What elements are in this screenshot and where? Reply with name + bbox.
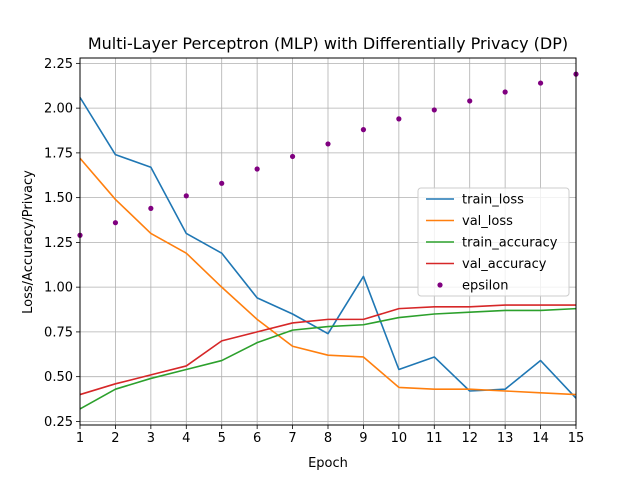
legend: train_loss val_loss train_accuracy val_accu… <box>417 187 570 297</box>
epsilon-point <box>289 153 296 160</box>
epsilon-point <box>183 193 189 199</box>
train-accuracy-line <box>79 307 577 410</box>
x-tick-label: 5 <box>218 431 226 446</box>
legend-label-val-loss: val_loss <box>462 214 513 229</box>
epsilon-point <box>537 80 544 86</box>
y-tick-label: 0.25 <box>44 415 73 430</box>
x-tick-label: 11 <box>426 431 443 446</box>
y-tick-label: 1.50 <box>44 191 73 206</box>
epsilon-point <box>148 205 154 211</box>
val-accuracy-line <box>79 304 576 396</box>
x-tick-label: 12 <box>461 431 478 446</box>
y-tick-label: 1.25 <box>44 236 73 251</box>
x-tick-label: 9 <box>359 431 367 446</box>
legend-label-train-accuracy: train_accuracy <box>462 236 558 251</box>
legend-label-val-accuracy: val_accuracy <box>462 257 547 272</box>
epsilon-point <box>112 220 119 226</box>
x-tick-label: 4 <box>182 431 190 446</box>
x-tick-label: 7 <box>288 431 296 446</box>
y-tick-label: 2.00 <box>44 102 73 117</box>
x-tick-label: 13 <box>497 431 514 446</box>
x-tick-label: 3 <box>147 431 155 446</box>
epsilon-point <box>254 166 260 172</box>
epsilon-point <box>219 180 225 186</box>
chart-title: Multi-Layer Perceptron (MLP) with Differ… <box>88 34 568 53</box>
epsilon-point <box>325 141 331 147</box>
epsilon-point <box>396 116 402 122</box>
x-tick-label: 14 <box>532 431 549 446</box>
y-tick-label: 1.00 <box>44 281 73 296</box>
y-tick-label: 2.25 <box>44 57 73 72</box>
legend-label-train-loss: train_loss <box>462 193 524 208</box>
y-axis-label: Loss/Accuracy/Privacy <box>21 170 36 314</box>
epsilon-point <box>467 98 473 104</box>
x-tick-label: 1 <box>76 431 84 446</box>
legend-box <box>417 187 570 297</box>
y-tick-label: 1.75 <box>44 146 73 161</box>
val-loss-line <box>79 157 577 396</box>
legend-marker-epsilon <box>437 282 443 288</box>
x-tick-label: 6 <box>253 431 261 446</box>
epsilon-point <box>502 89 508 95</box>
epsilon-point <box>360 127 367 133</box>
x-axis-label: Epoch <box>308 456 348 471</box>
x-tick-label: 10 <box>391 431 408 446</box>
plot-series <box>77 71 579 410</box>
x-tick-label: 15 <box>568 431 585 446</box>
axes: 1 2 3 4 5 6 7 8 9 10 11 12 13 14 150.250.500.751.001.2… <box>44 57 584 446</box>
x-tick-label: 2 <box>111 431 119 446</box>
legend-label-epsilon: epsilon <box>462 279 508 294</box>
x-tick-label: 8 <box>324 431 332 446</box>
y-tick-label: 0.75 <box>44 325 73 340</box>
y-tick-label: 0.50 <box>44 370 73 385</box>
epsilon-point <box>431 107 437 113</box>
